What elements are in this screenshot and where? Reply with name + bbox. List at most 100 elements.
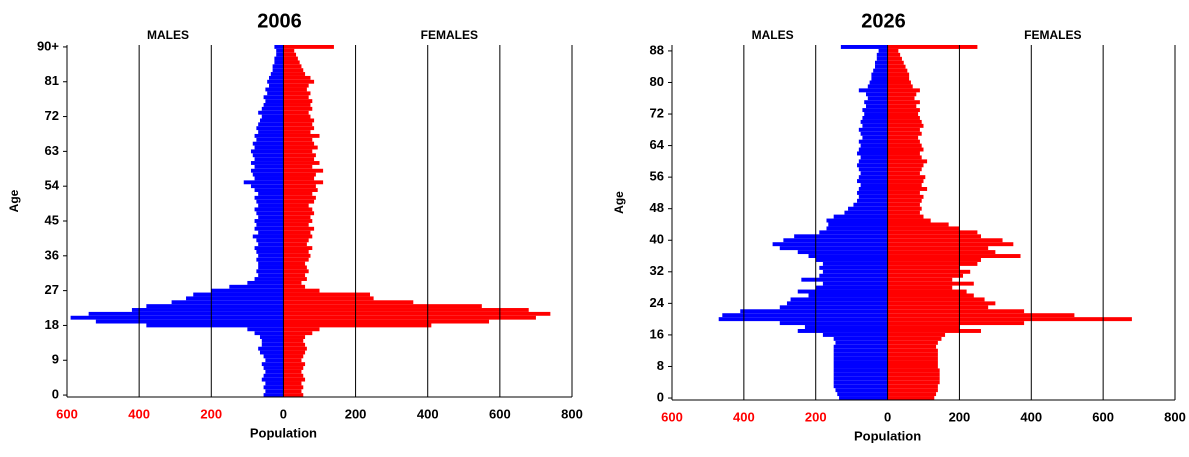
bar [283, 277, 307, 281]
bar [283, 91, 311, 96]
bar [887, 175, 926, 180]
bar [887, 68, 908, 73]
bar [887, 147, 924, 152]
y-tick-label: 9 [52, 352, 59, 367]
bar [860, 155, 888, 160]
bar [860, 119, 888, 124]
bar [283, 219, 313, 223]
bar [864, 100, 888, 105]
y-tick-label: 90+ [37, 38, 59, 53]
bar [252, 172, 284, 177]
bar [283, 269, 309, 274]
bar [801, 277, 888, 282]
bar [283, 331, 313, 336]
bar [283, 106, 313, 111]
bar [862, 135, 888, 140]
bar [887, 388, 938, 393]
bar [256, 250, 284, 254]
bar [254, 176, 284, 181]
bar [858, 175, 888, 180]
bar [283, 234, 313, 239]
bar [283, 327, 320, 332]
bar [887, 119, 922, 124]
bar [261, 377, 284, 382]
bar [283, 250, 309, 254]
bar [835, 340, 888, 345]
bar [247, 280, 284, 285]
bar [887, 329, 981, 333]
bar [833, 356, 888, 361]
x-tick-label: 200 [345, 406, 367, 421]
x-tick-label: 600 [661, 409, 683, 424]
bar [256, 211, 284, 216]
bar [874, 64, 888, 69]
bar [258, 215, 284, 220]
bar [283, 300, 414, 305]
bar [254, 331, 284, 336]
bar [858, 127, 888, 132]
bar [276, 48, 284, 53]
bar [283, 75, 311, 80]
bar [283, 95, 309, 100]
bar [833, 348, 888, 353]
bar [283, 141, 315, 146]
bar [887, 179, 924, 184]
bar [779, 305, 888, 310]
bar [887, 139, 920, 144]
bar [283, 335, 306, 339]
bar [887, 159, 928, 164]
y-tick-label: 80 [650, 74, 664, 89]
x-axis-label: Population [854, 428, 921, 443]
bar [887, 309, 1025, 314]
bar [866, 92, 888, 97]
bar [887, 336, 942, 341]
bar [858, 194, 888, 199]
bar [862, 116, 888, 120]
bar [263, 385, 284, 390]
bar [858, 139, 888, 144]
bar [887, 242, 1014, 247]
bar [283, 149, 313, 154]
bar [254, 246, 284, 251]
bar [269, 75, 284, 80]
bar [887, 64, 906, 69]
bar [833, 368, 888, 373]
bar [857, 179, 888, 184]
bar [283, 284, 306, 289]
bar [833, 214, 888, 219]
y-tick-label: 64 [650, 137, 665, 152]
bar [857, 163, 888, 168]
bar [283, 377, 306, 382]
bar [837, 392, 888, 397]
bar [887, 246, 989, 251]
bar [283, 389, 302, 394]
bar [283, 242, 307, 247]
y-tick-label: 45 [45, 212, 59, 227]
bar [146, 323, 284, 328]
bar [258, 253, 284, 258]
bar [887, 297, 985, 302]
bar [283, 68, 304, 73]
bar [887, 380, 940, 385]
bar [283, 133, 320, 138]
bar [835, 388, 888, 393]
bar [887, 258, 981, 262]
bar [259, 118, 284, 123]
bar [797, 329, 888, 333]
bar [887, 135, 919, 140]
bar [887, 269, 971, 274]
bar [857, 151, 888, 156]
bar [283, 253, 311, 258]
x-tick-label: 600 [1092, 409, 1114, 424]
bar [270, 72, 284, 76]
bar [256, 257, 284, 262]
bar [252, 153, 284, 158]
bar [283, 195, 316, 200]
bar [258, 273, 284, 278]
bar [283, 118, 315, 123]
x-tick-label: 200 [805, 409, 827, 424]
bar [95, 319, 284, 324]
bar [822, 332, 888, 337]
bar [283, 288, 320, 293]
y-tick-label: 36 [45, 247, 59, 262]
